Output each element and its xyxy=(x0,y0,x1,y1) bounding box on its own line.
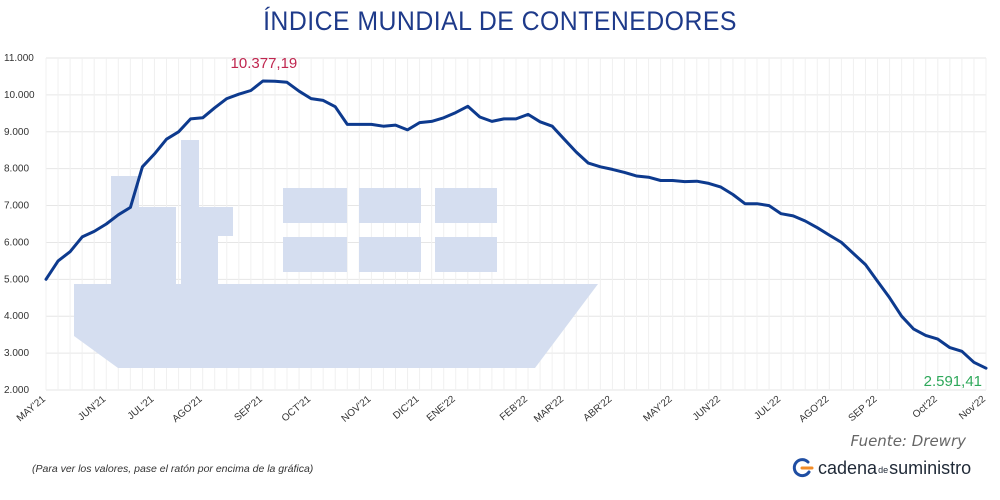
x-tick-label: JUL'22 xyxy=(752,394,783,423)
x-tick-label: AGO'22 xyxy=(797,394,831,425)
cadena-logo-icon xyxy=(792,458,814,478)
x-tick-label: ENE'22 xyxy=(425,394,458,424)
x-tick-label: OCT'21 xyxy=(280,394,314,425)
x-tick-label: JUN'21 xyxy=(76,394,108,424)
ship-part xyxy=(435,237,497,272)
y-tick-label: 10.000 xyxy=(4,90,35,101)
x-tick-label: ABR'22 xyxy=(582,394,615,424)
y-axis-ticks: 2.000 3.000 4.000 5.000 6.000 7.000 8.000 9.000… xyxy=(4,53,35,396)
ship-part xyxy=(283,188,347,223)
ship-part xyxy=(199,236,218,284)
x-tick-label: FEB'22 xyxy=(498,394,530,424)
x-tick-label: NOV'21 xyxy=(340,394,374,425)
ship-part xyxy=(359,237,421,272)
ship-part xyxy=(137,207,157,284)
chart-title: ÍNDICE MUNDIAL DE CONTENEDORES xyxy=(263,6,737,36)
logo-word-2: de xyxy=(878,465,889,475)
x-tick-label: SEP'21 xyxy=(232,394,265,424)
ship-part xyxy=(359,188,421,223)
ship-hull xyxy=(74,284,598,368)
logo-word-1: cadena xyxy=(818,457,878,478)
y-tick-label: 7.000 xyxy=(4,201,29,212)
y-tick-label: 4.000 xyxy=(4,311,29,322)
index-line xyxy=(44,79,988,370)
y-tick-label: 5.000 xyxy=(4,274,29,285)
x-tick-label: MAY'22 xyxy=(642,394,675,425)
x-axis-ticks: MAY'21 JUN'21 JUL'21 AGO'21 SEP'21 OCT'21 NOV'… xyxy=(15,394,988,425)
x-tick-label: SEP 22 xyxy=(847,394,880,424)
y-tick-label: 8.000 xyxy=(4,164,29,175)
brand-logo: cadena de suministro xyxy=(792,456,971,480)
x-tick-label: Nov'22 xyxy=(957,394,988,423)
logo-word-3: suministro xyxy=(889,457,972,478)
source-label: Fuente: Drewry xyxy=(850,432,966,450)
ship-watermark-icon xyxy=(74,140,598,368)
ship-part xyxy=(283,237,347,272)
ship-part xyxy=(435,188,497,223)
y-tick-label: 2.000 xyxy=(4,385,29,396)
y-tick-label: 11.000 xyxy=(4,53,34,64)
annotations: 10.377,19 2.591,41 xyxy=(231,55,982,390)
y-tick-label: 6.000 xyxy=(4,237,29,248)
x-tick-label: MAR'22 xyxy=(532,394,566,425)
y-tick-label: 9.000 xyxy=(4,127,29,138)
value-annotation: 10.377,19 xyxy=(231,55,298,72)
x-tick-label: JUL'21 xyxy=(126,394,157,423)
hover-note: (Para ver los valores, pase el ratón por… xyxy=(32,463,314,475)
x-tick-label: MAY'21 xyxy=(15,394,48,425)
ship-part xyxy=(181,140,199,284)
ship-part xyxy=(199,207,233,236)
y-tick-label: 3.000 xyxy=(4,348,29,359)
value-annotation: 2.591,41 xyxy=(924,373,982,390)
x-tick-label: AGO'21 xyxy=(171,394,205,425)
ship-part xyxy=(156,207,176,284)
x-tick-label: Oct'22 xyxy=(911,394,940,421)
x-tick-label: DIC'21 xyxy=(391,394,422,422)
series-line[interactable] xyxy=(44,79,988,370)
x-tick-label: JUN'22 xyxy=(691,394,723,424)
